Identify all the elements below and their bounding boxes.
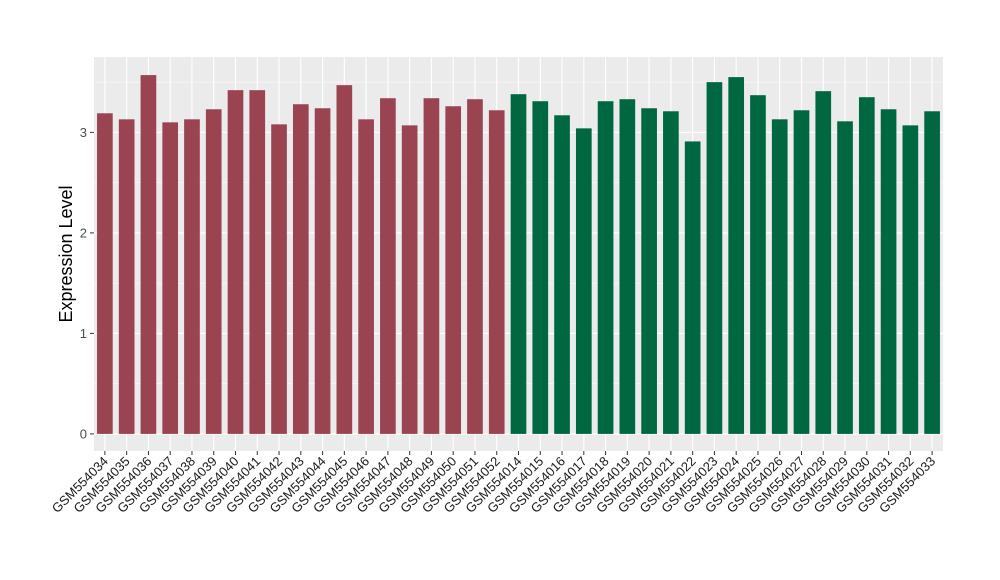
bar-gsm554049 xyxy=(423,98,440,434)
bar-gsm554016 xyxy=(554,115,570,434)
bar-gsm554022 xyxy=(684,141,701,434)
bars xyxy=(97,75,940,434)
bar-gsm554028 xyxy=(815,91,832,434)
bar-gsm554014 xyxy=(510,94,527,434)
bar-gsm554042 xyxy=(271,124,287,434)
bar-gsm554015 xyxy=(532,101,549,434)
y-axis: 0 1 2 3 xyxy=(80,125,94,441)
bar-gsm554018 xyxy=(597,101,614,434)
bar-gsm554048 xyxy=(401,125,418,434)
bar-gsm554043 xyxy=(292,104,309,434)
y-tick-label: 0 xyxy=(80,426,87,441)
bar-gsm554029 xyxy=(837,121,853,434)
bar-gsm554041 xyxy=(249,90,266,434)
bar-gsm554035 xyxy=(118,119,135,434)
bar-gsm554027 xyxy=(793,110,810,434)
bar-gsm554039 xyxy=(205,109,222,434)
bar-gsm554026 xyxy=(771,119,788,434)
bar-gsm554017 xyxy=(575,128,592,434)
x-axis: GSM554034GSM554035GSM554036GSM554037GSM5… xyxy=(49,451,938,516)
bar-gsm554023 xyxy=(706,82,723,434)
bar-gsm554024 xyxy=(728,77,745,434)
y-tick-label: 1 xyxy=(80,326,87,341)
bar-gsm554019 xyxy=(619,99,636,434)
y-axis-title: Expression Level xyxy=(56,185,76,322)
bar-gsm554040 xyxy=(227,90,244,434)
bar-gsm554036 xyxy=(140,75,157,434)
bar-gsm554033 xyxy=(924,111,940,434)
bar-gsm554030 xyxy=(858,97,875,434)
bar-gsm554038 xyxy=(184,119,200,434)
y-tick-label: 3 xyxy=(80,125,87,140)
bar-gsm554051 xyxy=(467,99,483,434)
bar-gsm554020 xyxy=(641,108,657,434)
bar-gsm554032 xyxy=(902,125,919,434)
bar-gsm554044 xyxy=(314,108,331,434)
bar-gsm554037 xyxy=(162,122,179,434)
bar-gsm554050 xyxy=(445,106,462,434)
bar-gsm554052 xyxy=(488,110,505,434)
bar-gsm554047 xyxy=(380,98,396,434)
bar-gsm554025 xyxy=(750,95,766,434)
y-tick-label: 2 xyxy=(80,225,87,240)
bar-gsm554045 xyxy=(336,85,353,434)
bar-gsm554046 xyxy=(358,119,374,434)
bar-gsm554034 xyxy=(97,113,113,434)
bar-gsm554021 xyxy=(663,111,679,434)
bar-gsm554031 xyxy=(880,109,897,434)
